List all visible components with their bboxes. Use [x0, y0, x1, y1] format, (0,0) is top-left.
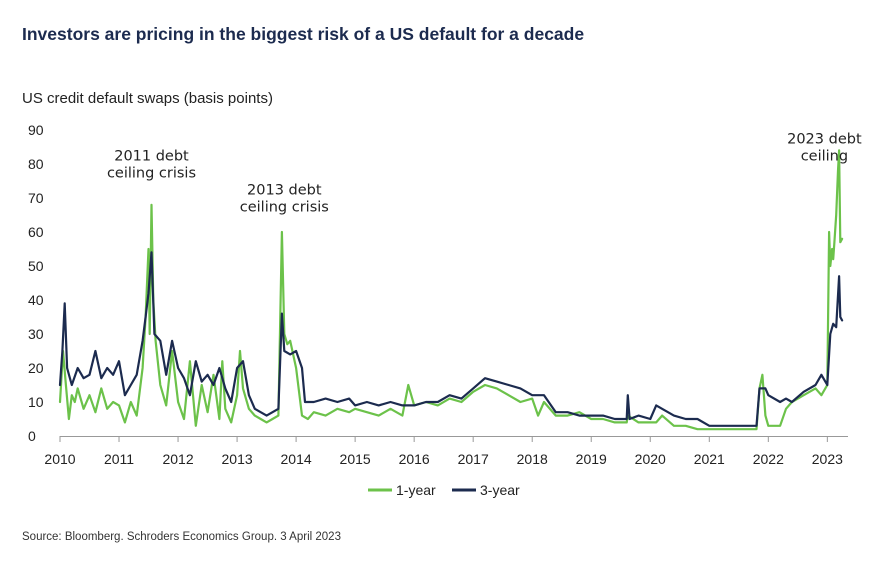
legend-label-1-year: 1-year — [396, 482, 436, 498]
annotation-line: 2013 debt — [247, 183, 322, 199]
y-tick-label: 10 — [28, 394, 44, 410]
legend-label-3-year: 3-year — [480, 482, 520, 498]
y-tick-label: 80 — [28, 156, 44, 172]
annotation-line: 2023 debt — [787, 132, 862, 148]
y-tick-label: 20 — [28, 360, 44, 376]
x-tick-label: 2011 — [104, 451, 134, 467]
x-tick-label: 2020 — [635, 451, 666, 467]
x-tick-label: 2013 — [222, 451, 253, 467]
x-tick-label: 2021 — [694, 451, 725, 467]
x-tick-label: 2023 — [812, 451, 843, 467]
x-tick-label: 2017 — [458, 451, 489, 467]
y-tick-label: 40 — [28, 292, 44, 308]
annotation-line: ceiling crisis — [240, 200, 329, 216]
x-tick-label: 2016 — [399, 451, 430, 467]
annotation-line: ceiling crisis — [107, 166, 196, 182]
annotation: 2013 debt ceiling crisis — [240, 183, 329, 216]
annotation-line: 2011 debt — [114, 149, 189, 165]
x-axis: 2010 2011 2012 2013 2014 2015 2016 2017 2018 2019… — [44, 436, 848, 467]
x-tick-label: 2010 — [44, 451, 75, 467]
source-note: Source: Bloomberg. Schroders Economics G… — [22, 531, 341, 543]
x-tick-label: 2015 — [340, 451, 371, 467]
series-layer — [58, 149, 844, 431]
x-tick-label: 2014 — [281, 451, 312, 467]
x-tick-label: 2019 — [576, 451, 607, 467]
y-tick-label: 60 — [28, 224, 44, 240]
annotation: 2023 debt ceiling — [787, 132, 862, 165]
y-tick-label: 70 — [28, 190, 44, 206]
y-axis-label: US credit default swaps (basis points) — [22, 90, 273, 107]
chart-title: Investors are pricing in the biggest ris… — [22, 24, 585, 44]
y-axis: 0 10 20 30 40 50 60 70 80 90 — [28, 122, 44, 444]
x-tick-label: 2018 — [517, 451, 548, 467]
annotation-line: ceiling — [801, 149, 848, 165]
y-tick-label: 50 — [28, 258, 44, 274]
series-line-3-year — [58, 251, 844, 427]
series-line-1-year — [58, 149, 844, 431]
y-tick-label: 0 — [28, 428, 36, 444]
annotation: 2011 debt ceiling crisis — [107, 149, 196, 182]
y-tick-label: 30 — [28, 326, 44, 342]
legend: 1-year 3-year — [368, 482, 520, 498]
x-tick-label: 2022 — [753, 451, 784, 467]
y-tick-label: 90 — [28, 122, 44, 138]
x-tick-label: 2012 — [162, 451, 193, 467]
